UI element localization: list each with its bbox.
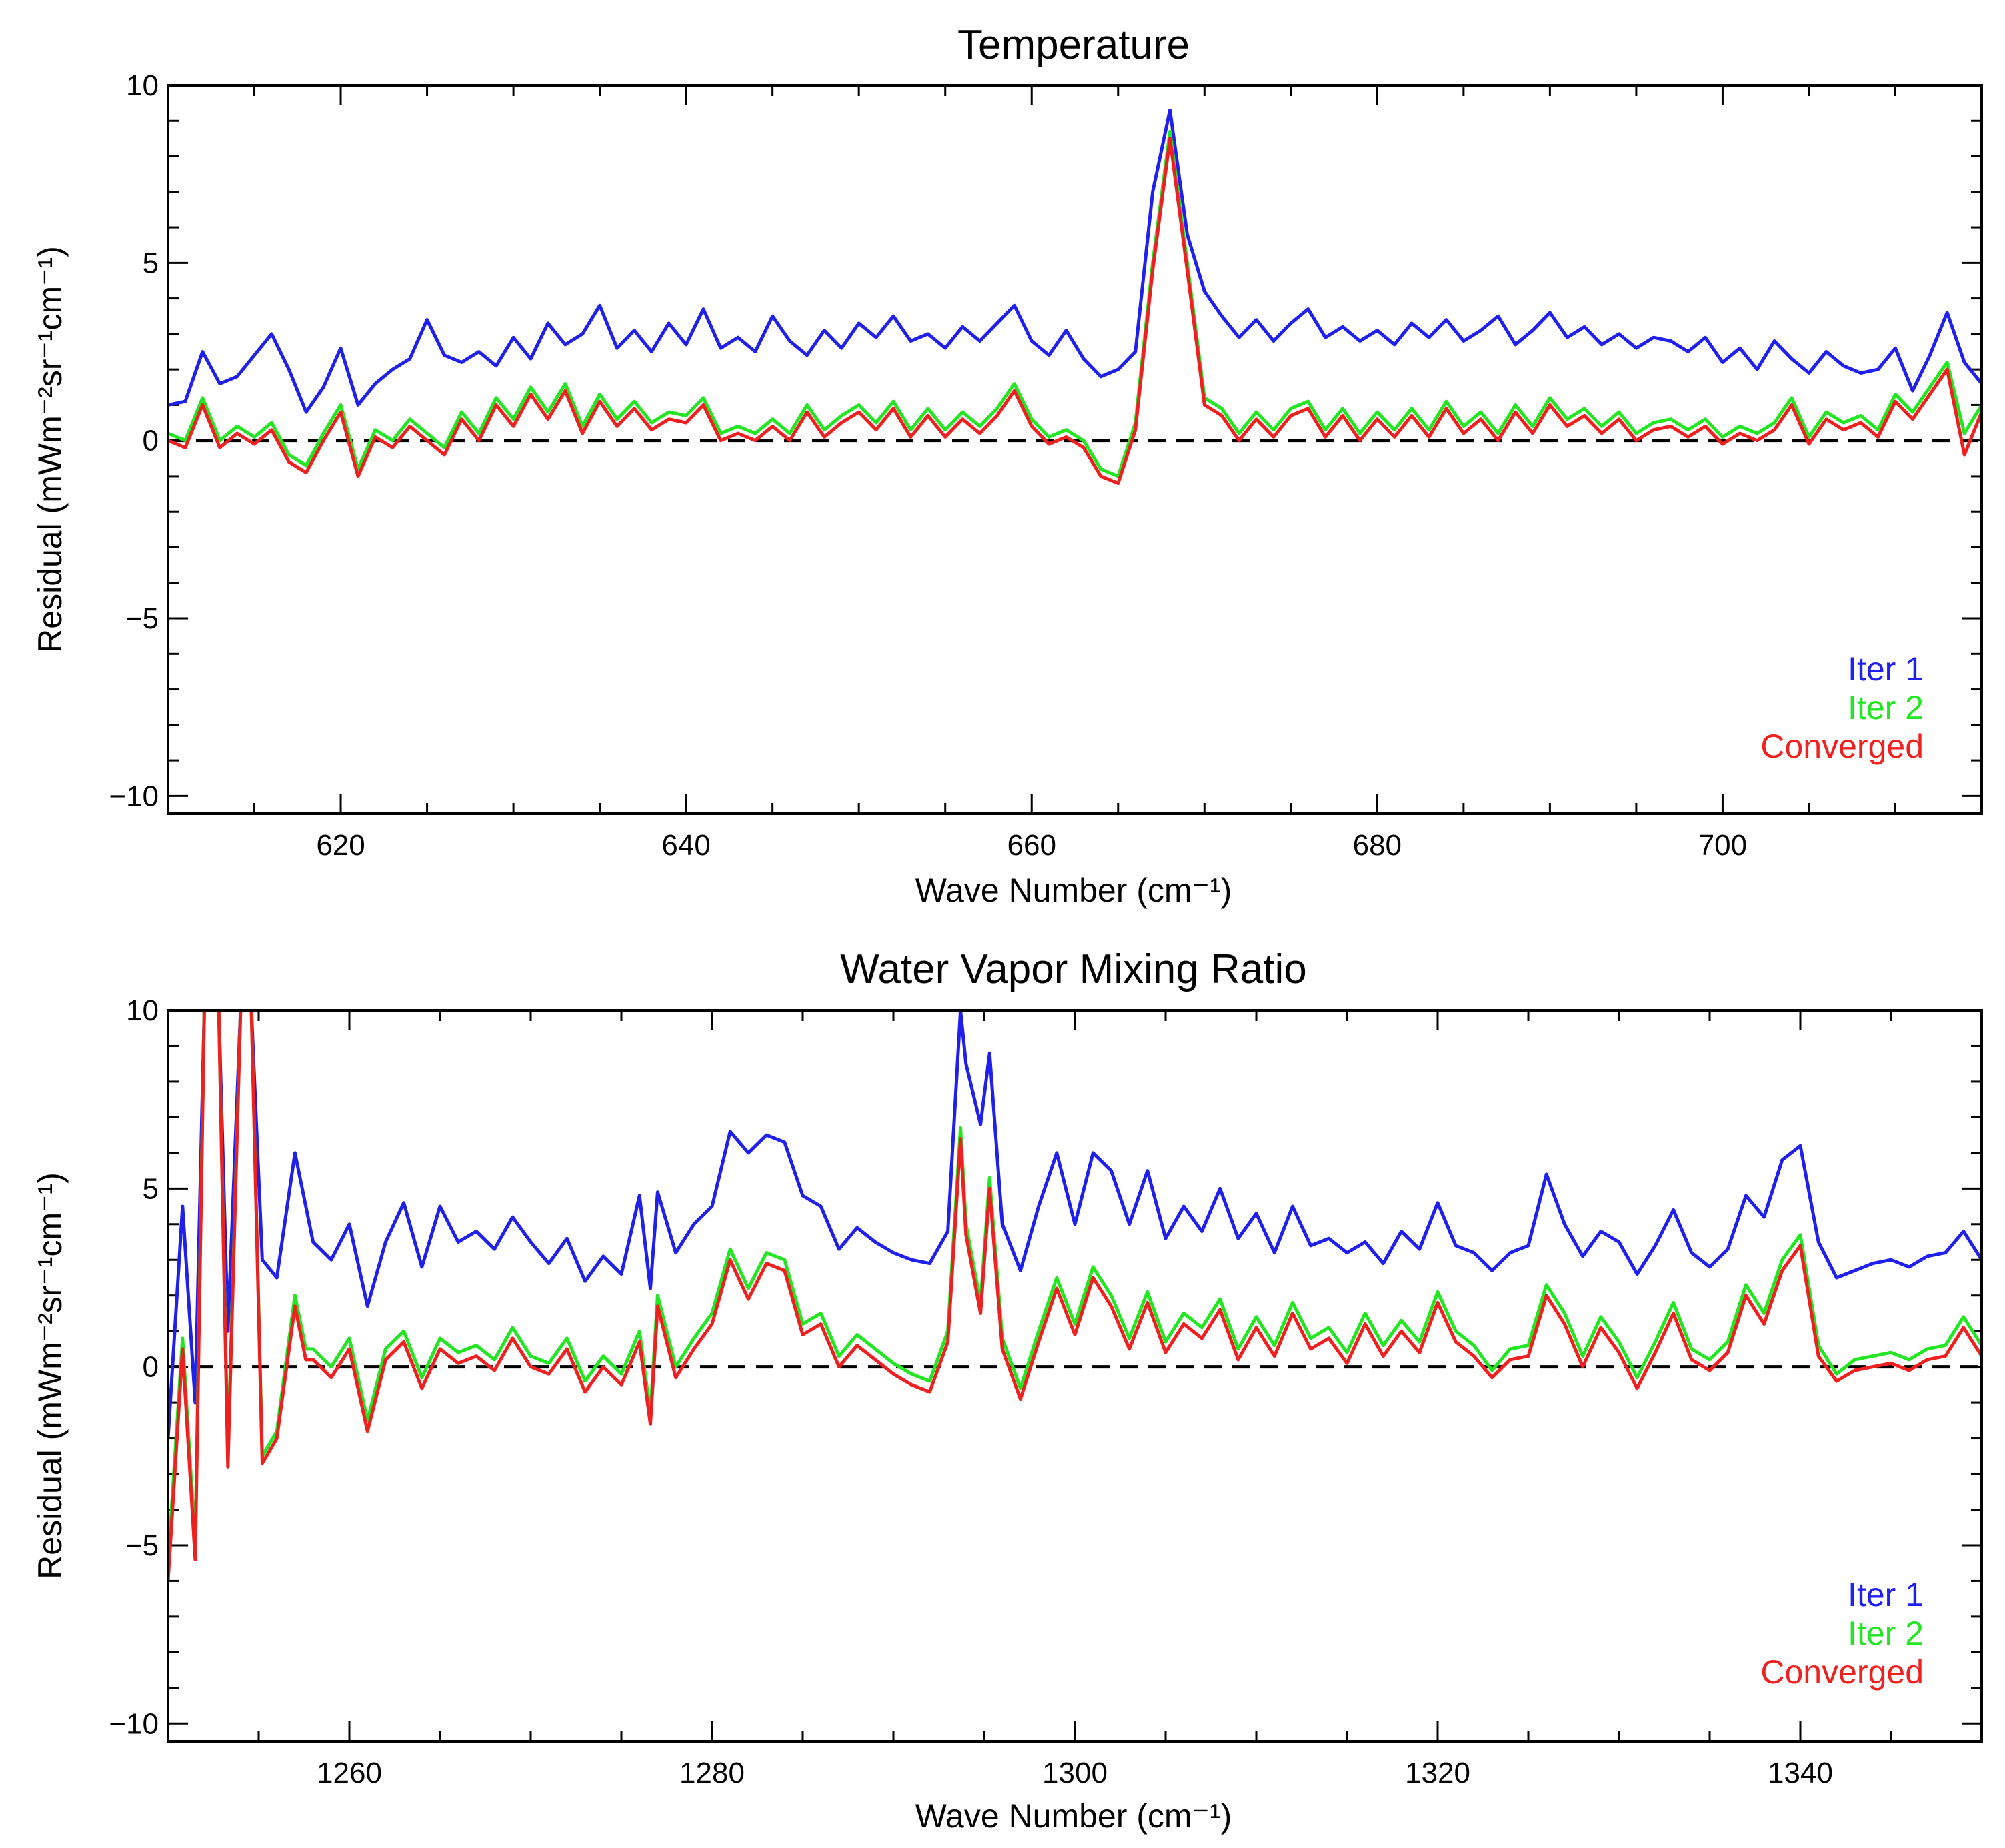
x-axis-label: Wave Number (cm⁻¹) bbox=[915, 1797, 1232, 1835]
chart-title: Water Vapor Mixing Ratio bbox=[840, 946, 1306, 992]
y-tick-label: 0 bbox=[143, 425, 159, 457]
y-tick-label: 5 bbox=[143, 247, 159, 279]
y-tick-label: 10 bbox=[126, 69, 159, 102]
legend-converged: Converged bbox=[1760, 728, 1924, 765]
temperature-panel: Temperature 620 640 660 680 700 −10 −5 0 5 10 Res… bbox=[31, 22, 1983, 909]
x-tick-label: 1280 bbox=[679, 1757, 745, 1789]
series-line-iter-1 bbox=[168, 108, 1982, 414]
plot-frame bbox=[167, 1009, 1983, 1743]
x-tick-label: 1320 bbox=[1405, 1757, 1470, 1789]
chart-title: Temperature bbox=[957, 22, 1190, 68]
y-axis-label: Residual (mWm⁻²sr⁻¹cm⁻¹) bbox=[31, 1172, 69, 1579]
water-vapor-panel: Water Vapor Mixing Ratio 1260 1280 1300 132… bbox=[31, 946, 1983, 1835]
water-vapor-plot-area: 1260 1280 1300 1320 1340 −10 −5 0 5 10 bbox=[109, 994, 1983, 1789]
legend-iter2: Iter 2 bbox=[1848, 1615, 1924, 1652]
x-tick-label: 1260 bbox=[317, 1757, 382, 1789]
x-tick-label: 1300 bbox=[1042, 1757, 1108, 1789]
x-tick-label: 700 bbox=[1698, 829, 1747, 862]
x-tick-label: 620 bbox=[316, 829, 365, 862]
y-axis-label: Residual (mWm⁻²sr⁻¹cm⁻¹) bbox=[31, 246, 69, 653]
y-tick-label: 10 bbox=[126, 994, 159, 1027]
y-tick-label: −10 bbox=[109, 1707, 159, 1740]
temperature-plot-area: 620 640 660 680 700 −10 −5 0 5 10 bbox=[109, 69, 1983, 862]
series-line-iter-2 bbox=[168, 1010, 1982, 1563]
x-tick-label: 680 bbox=[1353, 829, 1402, 862]
plot-frame bbox=[167, 84, 1983, 815]
y-tick-label: 0 bbox=[143, 1351, 159, 1384]
y-tick-label: 5 bbox=[143, 1172, 159, 1205]
series-line-iter-1 bbox=[168, 1010, 1982, 1439]
y-tick-label: −5 bbox=[125, 602, 159, 635]
legend-converged: Converged bbox=[1760, 1653, 1924, 1691]
x-axis-label: Wave Number (cm⁻¹) bbox=[915, 872, 1232, 909]
y-tick-label: −10 bbox=[109, 780, 159, 812]
series-line-converged bbox=[168, 1010, 1982, 1581]
x-tick-label: 1340 bbox=[1768, 1757, 1833, 1789]
series-line-iter-2 bbox=[168, 129, 1982, 478]
x-tick-label: 640 bbox=[661, 829, 710, 862]
legend-iter1: Iter 1 bbox=[1848, 1576, 1924, 1613]
x-tick-label: 660 bbox=[1008, 829, 1056, 862]
y-tick-label: −5 bbox=[125, 1529, 159, 1562]
legend-iter2: Iter 2 bbox=[1848, 689, 1924, 726]
series-line-converged bbox=[168, 137, 1982, 486]
legend-iter1: Iter 1 bbox=[1848, 650, 1924, 688]
